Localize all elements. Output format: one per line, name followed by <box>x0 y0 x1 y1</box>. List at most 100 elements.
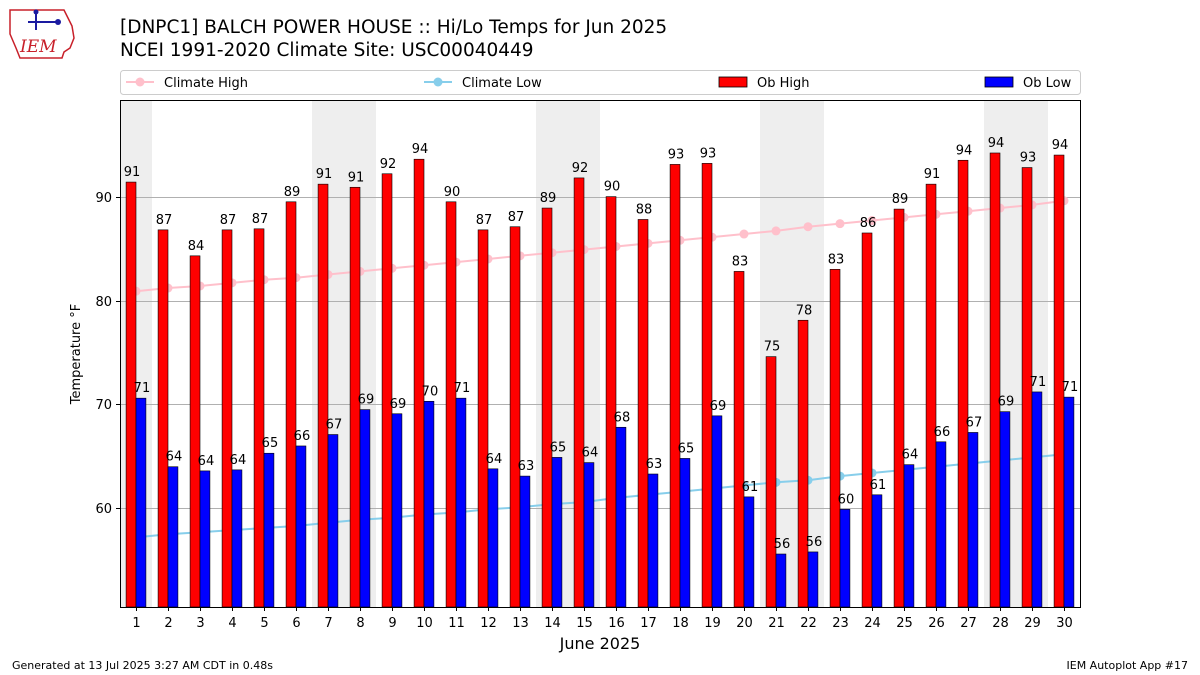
ob-low-bar <box>199 470 211 608</box>
ob-high-bar <box>989 152 1001 608</box>
x-tick-label: 23 <box>832 616 849 631</box>
ob-low-bar <box>391 413 403 608</box>
x-tick-label: 8 <box>356 616 364 631</box>
ob-low-value-label: 71 <box>1062 380 1079 395</box>
ob-high-value-label: 93 <box>668 147 685 162</box>
chart-title: [DNPC1] BALCH POWER HOUSE :: Hi/Lo Temps… <box>120 17 668 38</box>
x-tick-label: 7 <box>324 616 332 631</box>
ob-high-value-label: 94 <box>988 136 1005 151</box>
ob-low-value-label: 63 <box>518 459 535 474</box>
ob-high-value-label: 87 <box>156 213 173 228</box>
legend-label: Climate High <box>164 76 248 91</box>
ob-low-value-label: 69 <box>390 397 407 412</box>
ob-high-bar <box>957 159 969 608</box>
ob-low-value-label: 69 <box>710 399 727 414</box>
ob-high-value-label: 83 <box>732 254 749 269</box>
ob-high-bar <box>925 183 937 608</box>
ob-high-bar <box>765 356 777 608</box>
ob-low-bar <box>903 464 915 608</box>
y-tick-label: 60 <box>95 502 112 517</box>
legend-item-ob-high: Ob High <box>718 76 810 91</box>
x-tick-label: 16 <box>608 616 625 631</box>
x-tick-label: 18 <box>672 616 689 631</box>
ob-high-bar <box>445 201 457 608</box>
ob-high-bar <box>573 177 585 608</box>
x-tick-label: 29 <box>1024 616 1041 631</box>
climate-high-point <box>867 216 877 226</box>
ob-low-bar <box>935 441 947 608</box>
ob-low-bar <box>775 553 787 608</box>
ob-low-bar <box>263 452 275 608</box>
ob-low-value-label: 66 <box>294 429 311 444</box>
ob-high-value-label: 86 <box>860 216 877 231</box>
ob-high-bar <box>829 269 841 608</box>
ob-low-bar <box>871 494 883 608</box>
legend-item-climate-low: Climate Low <box>424 76 542 91</box>
ob-high-value-label: 91 <box>348 170 365 185</box>
logo-text: IEM <box>19 37 57 57</box>
app-credit: IEM Autoplot App #17 <box>1066 659 1189 672</box>
ob-low-bar <box>231 469 243 608</box>
ob-low-bar <box>135 397 147 608</box>
ob-low-bar <box>519 475 531 608</box>
x-tick-label: 9 <box>388 616 396 631</box>
ob-high-bar <box>413 158 425 608</box>
ob-high-bar <box>285 201 297 608</box>
ob-low-value-label: 68 <box>614 410 631 425</box>
ob-low-bar <box>551 457 563 608</box>
ob-low-bar <box>295 445 307 608</box>
ob-high-value-label: 92 <box>380 157 397 172</box>
ob-low-value-label: 64 <box>582 446 599 461</box>
climate-high-point <box>803 222 813 232</box>
ob-low-value-label: 71 <box>1030 375 1047 390</box>
x-tick-label: 13 <box>512 616 529 631</box>
ob-high-bar <box>701 163 713 608</box>
iem-logo: IEM <box>9 9 75 59</box>
x-tick-label: 14 <box>544 616 561 631</box>
ob-low-value-label: 61 <box>870 478 887 493</box>
legend-item-ob-low: Ob Low <box>984 76 1072 91</box>
ob-low-bar <box>1063 396 1075 608</box>
ob-high-bar <box>893 208 905 608</box>
x-tick-label: 22 <box>800 616 817 631</box>
legend-label: Climate Low <box>462 76 542 91</box>
ob-high-bar <box>861 232 873 608</box>
x-tick-label: 26 <box>928 616 945 631</box>
ob-high-bar <box>509 226 521 608</box>
ob-low-value-label: 60 <box>838 492 855 507</box>
y-tick-label: 70 <box>95 398 112 413</box>
ob-high-value-label: 90 <box>604 180 621 195</box>
ob-low-value-label: 67 <box>966 415 983 430</box>
bar-value-labels: 91 87 84 87 87 89 91 91 92 94 90 87 87 89 92 90 88 93 93 83… <box>124 136 1078 552</box>
climate-high-point <box>771 226 781 236</box>
legend-item-climate-high: Climate High <box>126 76 248 91</box>
generated-timestamp: Generated at 13 Jul 2025 3:27 AM CDT in … <box>12 659 273 672</box>
y-axis-label: Temperature °F <box>69 304 84 405</box>
ob-low-bar <box>807 551 819 608</box>
ob-high-bar <box>605 196 617 608</box>
ob-low-value-label: 70 <box>422 384 439 399</box>
ob-low-bar <box>711 415 723 608</box>
ob-low-value-label: 64 <box>166 450 183 465</box>
ob-high-value-label: 93 <box>1020 151 1037 166</box>
ob-high-value-label: 89 <box>284 185 301 200</box>
ob-high-value-label: 91 <box>316 167 333 182</box>
ob-high-value-label: 87 <box>508 210 525 225</box>
ob-low-bar <box>167 466 179 608</box>
x-tick-label: 20 <box>736 616 753 631</box>
x-tick-label: 3 <box>196 616 204 631</box>
ob-high-value-label: 75 <box>764 340 781 355</box>
x-tick-label: 11 <box>448 616 465 631</box>
x-tick-label: 12 <box>480 616 497 631</box>
ob-low-value-label: 69 <box>998 395 1015 410</box>
ob-high-bar <box>797 319 809 608</box>
x-tick-label: 1 <box>132 616 140 631</box>
x-tick-label: 30 <box>1056 616 1073 631</box>
ob-high-bar <box>317 183 329 608</box>
ob-low-bar <box>999 411 1011 608</box>
ob-high-bar <box>637 219 649 608</box>
bars <box>125 152 1075 608</box>
ob-high-bar <box>253 228 265 608</box>
ob-low-bar <box>647 473 659 608</box>
